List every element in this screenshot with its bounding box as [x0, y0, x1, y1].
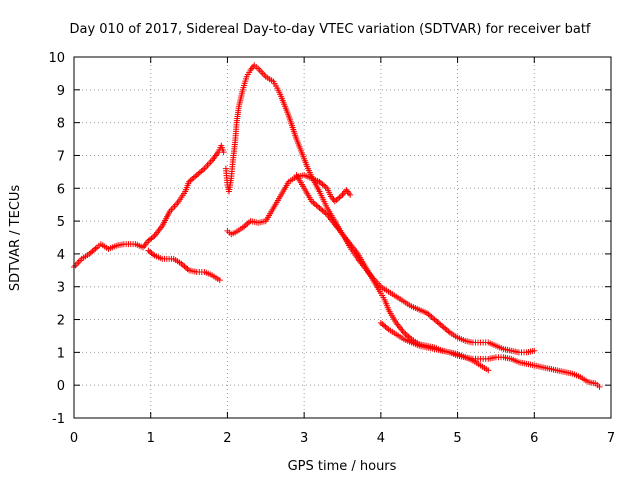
- data-point: [442, 325, 449, 332]
- data-point: [216, 277, 223, 284]
- series-points: [377, 319, 492, 374]
- data-point: [321, 182, 328, 189]
- y-tick-label: 0: [57, 379, 65, 394]
- x-tick-label: 2: [223, 431, 231, 446]
- x-tick-label: 3: [300, 431, 308, 446]
- y-tick-label: 6: [57, 182, 65, 197]
- x-tick-label: 7: [607, 431, 615, 446]
- series-points: [71, 142, 227, 271]
- data-point: [430, 315, 437, 322]
- y-tick-labels: -1 0 1 2 3 4 5 6 7 8 9 10: [48, 51, 65, 427]
- series-points: [222, 62, 538, 356]
- plot-frame: [73, 56, 612, 419]
- data-point: [336, 194, 343, 201]
- data-point: [426, 312, 433, 319]
- data-point: [531, 347, 538, 354]
- x-axis-label: GPS time / hours: [288, 459, 397, 474]
- data-point: [314, 203, 321, 210]
- data-point: [436, 320, 443, 327]
- y-tick-label: 1: [57, 346, 65, 361]
- y-tick-label: 5: [57, 215, 65, 230]
- data-point: [485, 367, 492, 374]
- data-point: [428, 313, 435, 320]
- y-tick-label: 3: [57, 281, 65, 296]
- series-points: [145, 247, 223, 284]
- data-point: [439, 323, 446, 330]
- x-tick-label: 4: [377, 431, 385, 446]
- data-point: [242, 222, 249, 229]
- data-point: [402, 330, 409, 337]
- data-point: [334, 195, 341, 202]
- data-point: [189, 176, 196, 183]
- y-tick-label: 8: [57, 117, 65, 132]
- data-point: [443, 327, 450, 334]
- x-tick-label: 0: [70, 431, 78, 446]
- y-tick-label: -1: [52, 412, 65, 427]
- x-tick-label: 5: [453, 431, 461, 446]
- data-point: [199, 166, 206, 173]
- data-point: [431, 316, 438, 323]
- chart-title: Day 010 of 2017, Sidereal Day-to-day VTE…: [69, 22, 590, 37]
- data-point: [377, 319, 384, 326]
- x-tick-label: 6: [530, 431, 538, 446]
- data-points: [71, 62, 603, 390]
- data-point: [318, 206, 325, 213]
- data-point: [196, 169, 203, 176]
- data-point: [347, 191, 354, 198]
- x-tick-label: 1: [147, 431, 155, 446]
- data-point: [380, 322, 387, 329]
- series-points: [224, 172, 354, 238]
- data-point: [337, 193, 344, 200]
- y-tick-label: 9: [57, 84, 65, 99]
- data-point: [319, 181, 326, 188]
- data-point: [183, 264, 190, 271]
- data-point: [382, 323, 389, 330]
- data-point: [316, 204, 323, 211]
- data-point: [92, 245, 99, 252]
- data-point: [437, 321, 444, 328]
- data-point: [89, 248, 96, 255]
- data-point: [319, 207, 326, 214]
- y-tick-label: 10: [48, 51, 65, 66]
- data-point: [379, 321, 386, 328]
- y-axis-label: SDTVAR / TECUs: [8, 185, 23, 292]
- data-point: [596, 383, 603, 390]
- y-tick-label: 4: [57, 248, 65, 263]
- data-point: [220, 149, 227, 156]
- grid-lines: [74, 57, 611, 418]
- data-point: [310, 199, 317, 206]
- data-point: [245, 219, 252, 226]
- data-point: [434, 319, 441, 326]
- data-point: [403, 332, 410, 339]
- data-point: [440, 324, 447, 331]
- data-point: [190, 174, 197, 181]
- data-point: [322, 210, 329, 217]
- data-point: [313, 202, 320, 209]
- series-points: [293, 172, 603, 390]
- data-point: [405, 333, 412, 340]
- data-point: [181, 263, 188, 270]
- x-tick-labels: 0 1 2 3 4 5 6 7: [70, 431, 615, 446]
- data-point: [311, 201, 318, 208]
- y-tick-label: 7: [57, 149, 65, 164]
- data-point: [433, 317, 440, 324]
- data-point: [90, 246, 97, 253]
- data-point: [198, 168, 205, 175]
- data-point: [193, 172, 200, 179]
- data-point: [192, 173, 199, 180]
- y-tick-label: 2: [57, 314, 65, 329]
- data-point: [195, 170, 202, 177]
